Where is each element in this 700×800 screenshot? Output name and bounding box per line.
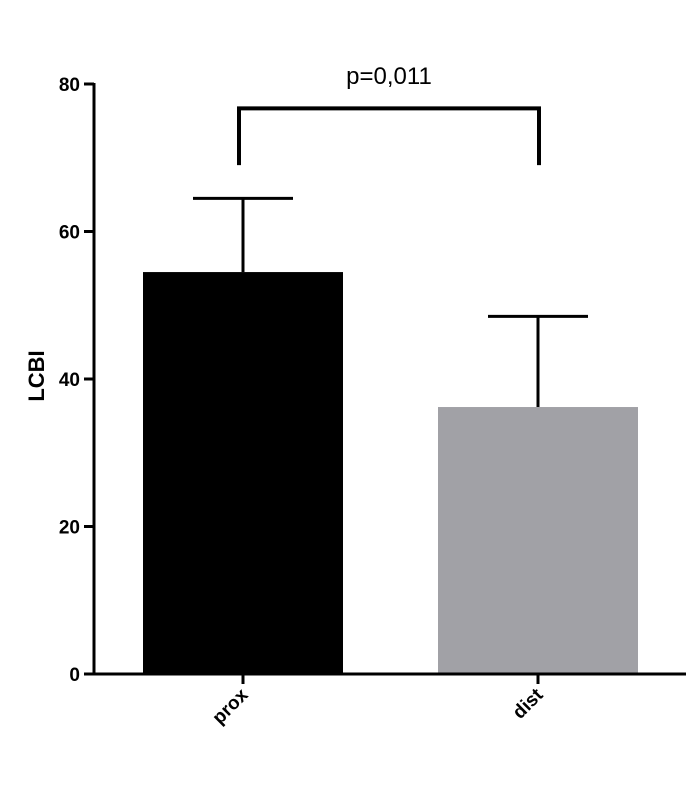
y-tick-label: 60 xyxy=(59,223,80,244)
significance-bracket xyxy=(237,106,541,166)
x-tick-label-prox: prox xyxy=(209,684,253,728)
y-ticks-layer: 0 20 40 60 80 xyxy=(59,75,94,686)
y-axis-title: LCBI xyxy=(24,350,49,401)
bars-layer xyxy=(143,272,638,674)
bar-dist xyxy=(438,407,638,674)
significance-annotation: p=0,011 xyxy=(237,63,541,166)
error-bars-layer xyxy=(193,196,588,408)
y-tick-label: 20 xyxy=(59,518,80,539)
y-tick-label: 40 xyxy=(59,370,80,391)
bar-prox xyxy=(143,272,343,674)
y-tick-label: 80 xyxy=(59,75,80,96)
y-tick-label: 0 xyxy=(69,665,80,686)
p-value-label: p=0,011 xyxy=(346,63,432,90)
x-tick-label-dist: dist xyxy=(509,684,548,723)
x-ticks-layer: prox dist xyxy=(209,674,548,729)
